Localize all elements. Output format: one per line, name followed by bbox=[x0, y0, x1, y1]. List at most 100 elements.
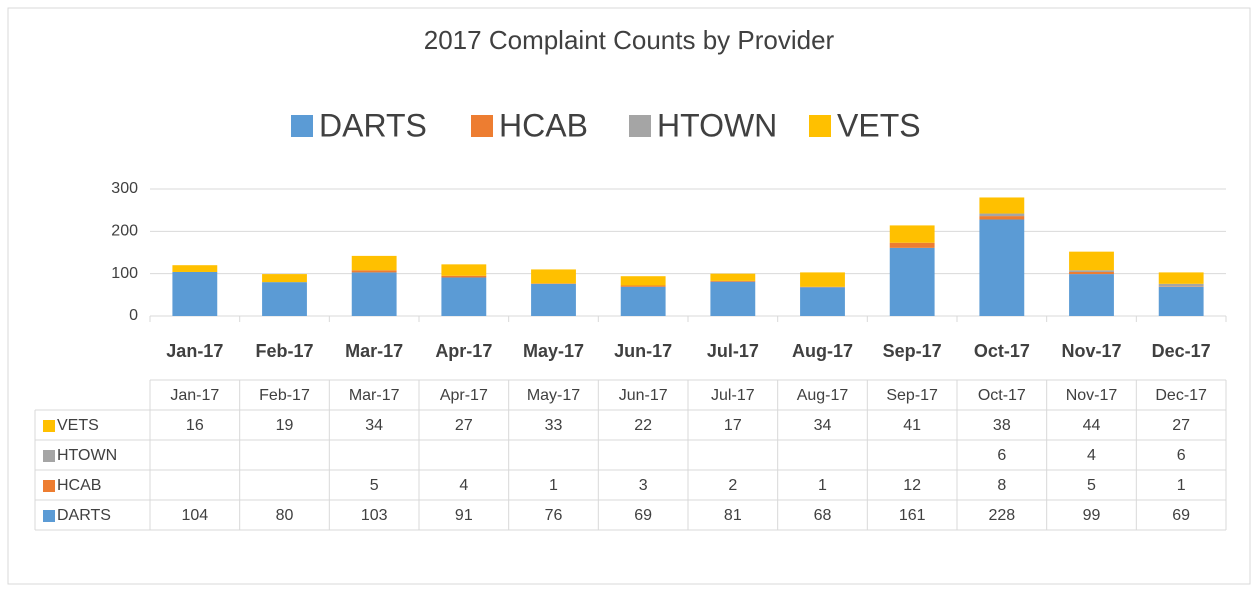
table-cell: 6 bbox=[997, 447, 1006, 464]
x-tick-label: May-17 bbox=[523, 341, 584, 361]
bar-segment bbox=[889, 225, 935, 243]
table-cell: 38 bbox=[993, 417, 1011, 434]
table-cell: 19 bbox=[276, 417, 294, 434]
table-row-label: HTOWN bbox=[57, 447, 117, 464]
table-header: Aug-17 bbox=[797, 387, 849, 404]
bar-segment bbox=[800, 272, 845, 287]
bar-segment bbox=[262, 282, 307, 316]
bar-segment bbox=[1069, 271, 1114, 275]
table-legend-swatch bbox=[43, 450, 55, 462]
table-cell: 4 bbox=[459, 477, 468, 494]
bar-segment bbox=[710, 273, 756, 281]
table-header: Jun-17 bbox=[619, 387, 668, 404]
table-header: Oct-17 bbox=[978, 387, 1026, 404]
table-legend-swatch bbox=[43, 510, 55, 522]
table-header: Jan-17 bbox=[170, 387, 219, 404]
table-header: Dec-17 bbox=[1155, 387, 1207, 404]
x-tick-label: Feb-17 bbox=[255, 341, 313, 361]
bar-segment bbox=[262, 274, 307, 283]
bar-segment bbox=[351, 255, 397, 271]
table-cell: 5 bbox=[370, 477, 379, 494]
table-cell: 12 bbox=[903, 477, 921, 494]
legend-label: HCAB bbox=[499, 107, 588, 143]
table-legend-swatch bbox=[43, 480, 55, 492]
table-cell: 3 bbox=[639, 477, 648, 494]
table-header: Nov-17 bbox=[1066, 387, 1118, 404]
x-tick-label: Mar-17 bbox=[345, 341, 403, 361]
legend-swatch bbox=[291, 115, 313, 137]
table-row-label: VETS bbox=[57, 417, 99, 434]
y-tick-label: 300 bbox=[111, 180, 138, 197]
bar-segment bbox=[979, 213, 1025, 217]
table-cell: 34 bbox=[814, 417, 832, 434]
table-row-label: DARTS bbox=[57, 507, 111, 524]
bar-segment bbox=[1069, 251, 1114, 271]
x-tick-label: Jul-17 bbox=[707, 341, 759, 361]
table-cell: 161 bbox=[899, 507, 926, 524]
table-cell: 1 bbox=[1177, 477, 1186, 494]
bar-segment bbox=[620, 276, 666, 286]
x-tick-label: Sep-17 bbox=[883, 341, 942, 361]
table-header: Feb-17 bbox=[259, 387, 310, 404]
table-cell: 91 bbox=[455, 507, 473, 524]
table-cell: 4 bbox=[1087, 447, 1096, 464]
table-header: May-17 bbox=[527, 387, 580, 404]
table-cell: 33 bbox=[545, 417, 563, 434]
table-header: Sep-17 bbox=[886, 387, 938, 404]
bar-segment bbox=[441, 275, 487, 278]
table-cell: 80 bbox=[276, 507, 294, 524]
y-tick-label: 200 bbox=[111, 223, 138, 240]
y-tick-label: 0 bbox=[129, 307, 138, 324]
table-cell: 99 bbox=[1083, 507, 1101, 524]
bar-segment bbox=[889, 247, 935, 316]
table-cell: 8 bbox=[997, 477, 1006, 494]
table-header: Mar-17 bbox=[349, 387, 400, 404]
table-cell: 17 bbox=[724, 417, 742, 434]
table-cell: 44 bbox=[1083, 417, 1101, 434]
table-cell: 6 bbox=[1177, 447, 1186, 464]
chart-title: 2017 Complaint Counts by Provider bbox=[424, 25, 835, 55]
bar-segment bbox=[351, 272, 397, 316]
table-cell: 34 bbox=[365, 417, 383, 434]
table-cell: 27 bbox=[455, 417, 473, 434]
bar-segment bbox=[1069, 274, 1114, 316]
table-cell: 16 bbox=[186, 417, 204, 434]
bar-segment bbox=[531, 269, 576, 284]
bar-segment bbox=[620, 286, 666, 316]
bar-segment bbox=[1158, 272, 1204, 284]
bar-segment bbox=[979, 216, 1025, 220]
bar-segment bbox=[531, 283, 576, 316]
legend-label: HTOWN bbox=[657, 107, 777, 143]
bar-segment bbox=[172, 265, 218, 272]
y-tick-label: 100 bbox=[111, 265, 138, 282]
table-cell: 22 bbox=[634, 417, 652, 434]
x-tick-label: Nov-17 bbox=[1061, 341, 1121, 361]
x-tick-label: Aug-17 bbox=[792, 341, 853, 361]
bar-segment bbox=[979, 197, 1025, 214]
bar-segment bbox=[889, 242, 935, 248]
x-tick-label: Oct-17 bbox=[974, 341, 1030, 361]
table-cell: 27 bbox=[1172, 417, 1190, 434]
legend-label: DARTS bbox=[319, 107, 427, 143]
bar-segment bbox=[800, 287, 845, 316]
table-header: Apr-17 bbox=[440, 387, 488, 404]
bar-segment bbox=[172, 271, 218, 316]
bar-segment bbox=[710, 280, 756, 282]
table-cell: 69 bbox=[1172, 507, 1190, 524]
table-header: Jul-17 bbox=[711, 387, 755, 404]
bar-segment bbox=[1158, 283, 1204, 287]
x-tick-label: Apr-17 bbox=[435, 341, 492, 361]
table-cell: 69 bbox=[634, 507, 652, 524]
table-cell: 1 bbox=[549, 477, 558, 494]
table-cell: 1 bbox=[818, 477, 827, 494]
bar-segment bbox=[979, 219, 1025, 316]
bar-segment bbox=[441, 277, 487, 316]
table-cell: 2 bbox=[728, 477, 737, 494]
table-cell: 68 bbox=[814, 507, 832, 524]
legend-label: VETS bbox=[837, 107, 921, 143]
table-cell: 228 bbox=[988, 507, 1015, 524]
bar-segment bbox=[620, 285, 666, 287]
bar-segment bbox=[710, 281, 756, 316]
bar-segment bbox=[351, 270, 397, 273]
